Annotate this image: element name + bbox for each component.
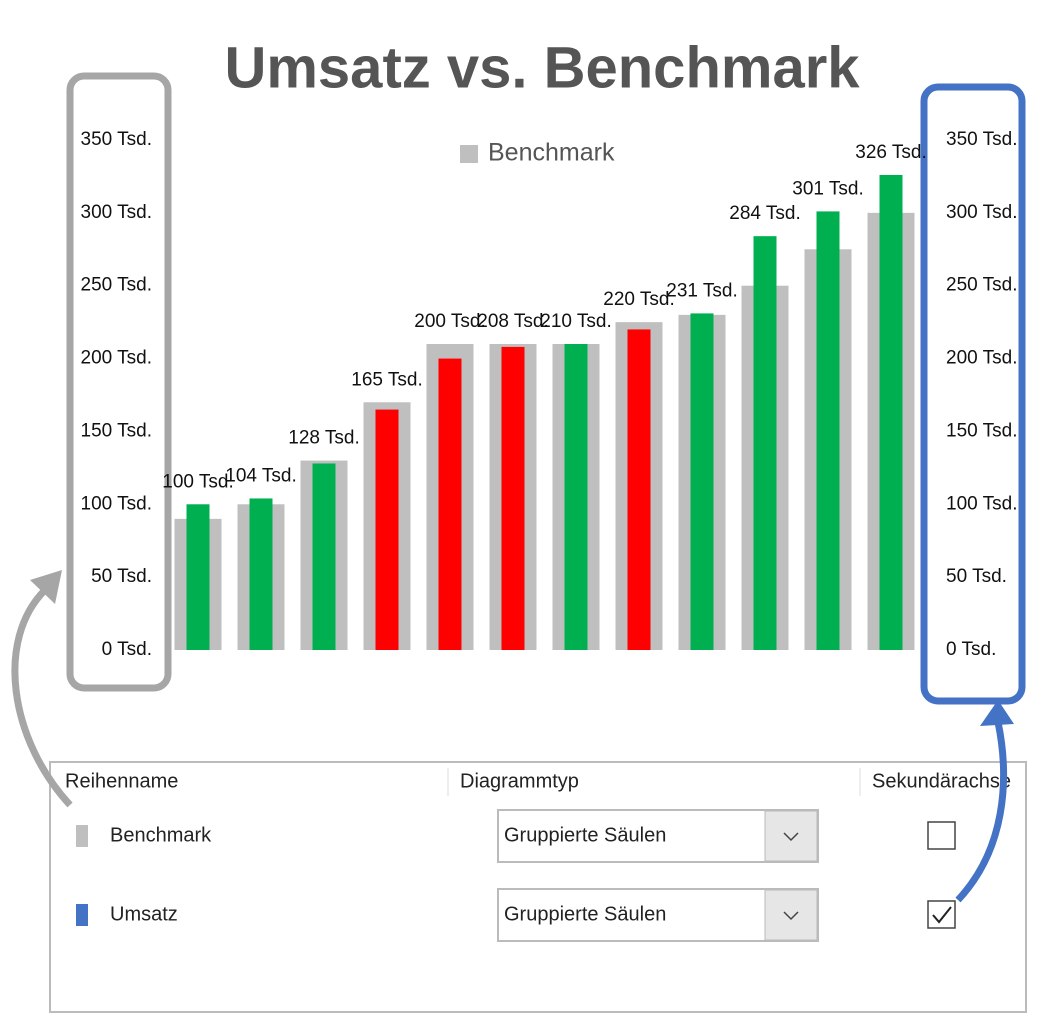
series-swatch (76, 825, 88, 847)
checkbox[interactable] (927, 821, 956, 850)
dropdown-value: Gruppierte Säulen (504, 903, 666, 925)
y2-tick-label: 50 Tsd. (946, 566, 1007, 587)
column-header: Diagrammtyp (460, 770, 579, 792)
y-tick-label: 50 Tsd. (91, 566, 152, 587)
data-label: 326 Tsd. (855, 142, 926, 163)
chevron (783, 832, 799, 842)
y2-tick-label: 150 Tsd. (946, 420, 1017, 441)
y-tick-label: 250 Tsd. (81, 275, 152, 296)
y2-tick-label: 200 Tsd. (946, 348, 1017, 369)
series-rows: Benchmark Gruppierte Säulen Umsatz Gruppier… (76, 809, 956, 942)
arrow (955, 721, 1007, 903)
series-panel (49, 761, 1027, 1013)
bar (375, 409, 399, 650)
y-tick-label: 300 Tsd. (81, 202, 152, 223)
chart-title: Umsatz vs. Benchmark (224, 35, 860, 100)
y2-tick-label: 300 Tsd. (946, 202, 1017, 223)
bar (438, 358, 462, 650)
bar (186, 504, 210, 650)
dropdown-button[interactable] (764, 810, 818, 862)
data-label: 100 Tsd. (162, 471, 233, 492)
series-name: Umsatz (110, 903, 178, 925)
y-tick-label: 200 Tsd. (81, 348, 152, 369)
series-swatch (76, 904, 88, 926)
bar (627, 329, 651, 650)
bar (249, 498, 273, 650)
data-label: 165 Tsd. (351, 369, 422, 390)
data-label: 200 Tsd. (414, 311, 485, 332)
legend-swatch (460, 145, 478, 163)
data-label: 128 Tsd. (288, 428, 359, 449)
y-tick-label: 150 Tsd. (81, 420, 152, 441)
arrowhead (980, 700, 1014, 726)
y2-tick-label: 100 Tsd. (946, 493, 1017, 514)
bar (816, 211, 840, 650)
data-label: 104 Tsd. (225, 465, 296, 486)
data-label: 231 Tsd. (666, 280, 737, 301)
column-header: Reihenname (65, 770, 178, 792)
data-label: 301 Tsd. (792, 178, 863, 199)
y-tick-label: 350 Tsd. (81, 129, 152, 150)
y-tick-label: 100 Tsd. (81, 493, 152, 514)
bar (690, 313, 714, 650)
bar (879, 174, 903, 650)
chevron (783, 911, 799, 921)
bar (312, 463, 336, 650)
y-tick-label: 0 Tsd. (102, 639, 152, 660)
bar (564, 344, 588, 650)
y2-tick-label: 350 Tsd. (946, 129, 1017, 150)
arrow (11, 587, 73, 808)
y2-tick-label: 250 Tsd. (946, 275, 1017, 296)
plot: 0 Tsd. 50 Tsd. 100 Tsd. 150 Tsd. 200 Tsd. 250… (81, 129, 1018, 660)
dropdown-button[interactable] (764, 889, 818, 941)
legend-label: Benchmark (488, 139, 615, 167)
data-label: 208 Tsd. (477, 311, 548, 332)
checkbox[interactable] (927, 900, 956, 929)
right-axis-highlight (920, 83, 1026, 705)
series-name: Benchmark (110, 824, 212, 846)
bar (753, 236, 777, 650)
column-header: Sekundärachse (872, 770, 1011, 792)
bar (501, 346, 525, 650)
data-label: 220 Tsd. (603, 289, 674, 310)
arrowhead (30, 570, 62, 604)
data-label: 210 Tsd. (540, 311, 611, 332)
data-label: 284 Tsd. (729, 203, 800, 224)
y2-tick-label: 0 Tsd. (946, 639, 996, 660)
dropdown-value: Gruppierte Säulen (504, 824, 666, 846)
checkmark (932, 906, 952, 924)
left-axis-highlight (66, 72, 172, 692)
